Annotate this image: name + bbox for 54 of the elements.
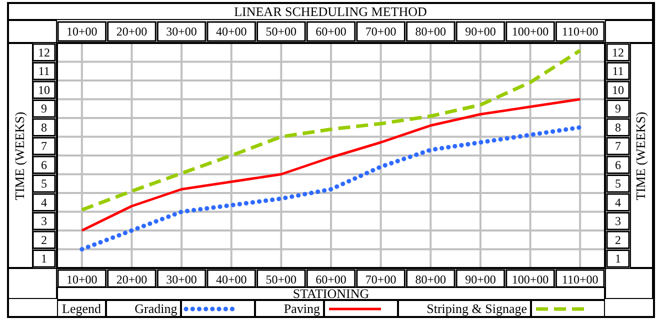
chart-title: LINEAR SCHEDULING METHOD <box>8 3 653 20</box>
y2-tick-label: 5 <box>615 176 621 191</box>
y-tick-label: 10 <box>38 82 50 97</box>
x-tick-label: 110+00 <box>562 272 598 286</box>
category-label: 70+00 <box>365 24 396 38</box>
x-tick-label: 10+00 <box>66 272 98 286</box>
y2-tick-label: 3 <box>615 214 621 228</box>
y2-tick-label: 10 <box>612 82 624 97</box>
category-label: 80+00 <box>415 24 446 38</box>
category-label: 20+00 <box>116 24 148 38</box>
legend-label: Paving <box>255 300 324 317</box>
y-tick-label: 3 <box>41 214 47 228</box>
x-tick-label: 20+00 <box>116 272 148 286</box>
y-tick-label: 11 <box>38 64 50 78</box>
x-tick-label: 70+00 <box>365 272 396 286</box>
category-label: 60+00 <box>316 24 346 38</box>
y-tick-label: 7 <box>41 139 47 154</box>
y-tick-label: 9 <box>41 102 47 116</box>
category-label: 10+00 <box>66 24 98 38</box>
y2-tick-label: 12 <box>612 45 624 60</box>
x-tick-label: 50+00 <box>266 272 297 286</box>
y-tick-label: 2 <box>41 232 47 247</box>
x-tick-label: 40+00 <box>216 272 247 286</box>
x-tick-label: 60+00 <box>316 272 346 286</box>
y2-tick-label: 7 <box>615 139 621 154</box>
y-tick-label: 6 <box>41 158 47 172</box>
category-label: 30+00 <box>166 24 197 38</box>
x-tick-label: 90+00 <box>465 272 496 286</box>
x-tick-label: 100+00 <box>512 272 549 286</box>
y2-tick-label: 4 <box>615 195 621 210</box>
x-tick-label: 30+00 <box>166 272 197 286</box>
y-tick-label: 5 <box>41 176 47 191</box>
category-label: 110+00 <box>562 24 598 38</box>
y2-axis-title: TIME (WEEKS) <box>634 111 650 200</box>
y2-tick-label: 8 <box>615 120 621 134</box>
y-axis-title: TIME (WEEKS) <box>12 111 28 200</box>
legend-label: Grading <box>106 300 182 317</box>
x-axis-title: STATIONING <box>57 286 605 300</box>
legend-title: Legend <box>57 300 106 317</box>
category-label: 40+00 <box>216 24 247 38</box>
y-tick-label: 8 <box>41 120 47 134</box>
y-tick-label: 4 <box>41 195 47 210</box>
category-label: 100+00 <box>512 24 549 38</box>
y2-tick-label: 11 <box>612 64 624 78</box>
y2-tick-label: 6 <box>615 158 621 172</box>
y-tick-label: 1 <box>41 252 47 266</box>
y2-tick-label: 2 <box>615 232 621 247</box>
y2-tick-label: 1 <box>615 252 621 266</box>
y2-tick-label: 9 <box>615 102 621 116</box>
category-label: 90+00 <box>465 24 496 38</box>
legend-label: Striping & Signage <box>398 300 531 317</box>
category-label: 50+00 <box>266 24 297 38</box>
x-tick-label: 80+00 <box>415 272 446 286</box>
y-tick-label: 12 <box>38 45 50 60</box>
